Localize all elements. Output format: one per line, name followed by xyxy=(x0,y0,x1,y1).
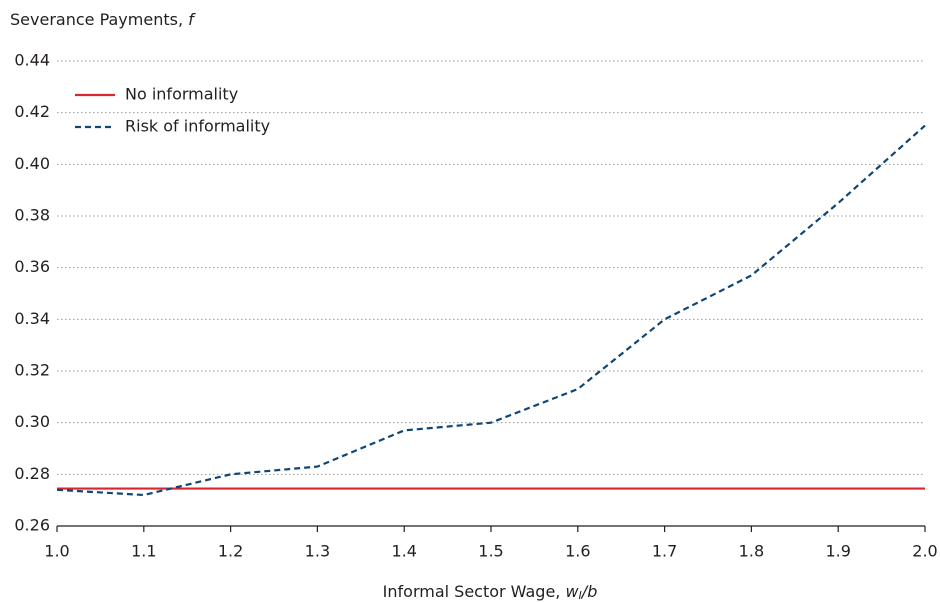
x-tick-label: 2.0 xyxy=(912,542,937,561)
legend-label: No informality xyxy=(125,85,238,104)
y-tick-label: 0.32 xyxy=(14,361,50,380)
x-tick-label: 1.9 xyxy=(825,542,850,561)
y-tick-label: 0.34 xyxy=(14,309,50,328)
y-tick-label: 0.30 xyxy=(14,412,50,431)
x-tick-label: 1.4 xyxy=(391,542,416,561)
x-label-rest: /b xyxy=(580,582,598,601)
x-tick-label: 1.5 xyxy=(478,542,503,561)
x-axis-label: Informal Sector Wage, wI/b xyxy=(383,582,598,603)
y-axis-label: Severance Payments, f xyxy=(10,10,196,29)
x-tick-label: 1.0 xyxy=(44,542,69,561)
x-tick-label: 1.1 xyxy=(131,542,156,561)
y-tick-label: 0.42 xyxy=(14,102,50,121)
x-label-var: w xyxy=(565,582,579,601)
y-tick-label: 0.36 xyxy=(14,257,50,276)
y-tick-label: 0.26 xyxy=(14,516,50,535)
y-label-text: Severance Payments, xyxy=(10,10,188,29)
y-tick-label: 0.40 xyxy=(14,154,50,173)
series-line xyxy=(56,124,926,497)
x-tick-label: 1.3 xyxy=(305,542,330,561)
y-tick-label: 0.44 xyxy=(14,51,50,70)
x-label-sub: I xyxy=(579,589,582,602)
y-tick-label: 0.28 xyxy=(14,464,50,483)
x-label-text: Informal Sector Wage, xyxy=(383,582,566,601)
legend-label: Risk of informality xyxy=(125,117,270,136)
x-tick-label: 1.6 xyxy=(565,542,590,561)
y-label-var: f xyxy=(188,10,196,29)
x-tick-label: 1.7 xyxy=(652,542,677,561)
x-tick-label: 1.8 xyxy=(739,542,764,561)
y-tick-label: 0.38 xyxy=(14,206,50,225)
x-tick-label: 1.2 xyxy=(218,542,243,561)
